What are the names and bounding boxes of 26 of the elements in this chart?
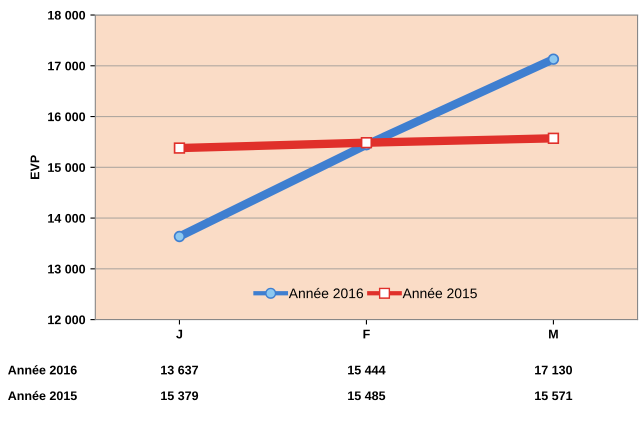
legend-label: Année 2016 — [288, 288, 364, 298]
data-label: 15 571 — [535, 391, 572, 400]
data-label: 15 485 — [348, 391, 386, 400]
y-tick-label: 17 000 — [48, 62, 86, 70]
x-tick-label: F — [363, 330, 370, 338]
text: Année 2015 — [8, 390, 77, 400]
y-axis-title: EVP — [30, 155, 40, 179]
y-tick-label: 15 000 — [48, 163, 86, 172]
data-label: 15 444 — [348, 366, 386, 374]
y-tick-label: 13 000 — [48, 264, 86, 274]
point — [548, 53, 560, 65]
point — [360, 136, 372, 148]
text: Année 2016 — [8, 365, 77, 374]
x-tick-label: J — [176, 330, 182, 339]
y-tick-label: 14 000 — [48, 214, 86, 223]
point — [548, 132, 560, 144]
data-label: 17 130 — [535, 366, 572, 374]
point — [174, 230, 186, 242]
x-tick-label: M — [549, 330, 558, 338]
y-tick-label: 18 000 — [48, 10, 86, 20]
legend-label: Année 2015 — [402, 288, 477, 298]
y-tick-label: 16 000 — [48, 112, 86, 122]
data-label: 13 637 — [161, 366, 198, 374]
data-label: 15 379 — [161, 391, 198, 400]
point — [174, 142, 186, 154]
y-tick-label: 12 000 — [48, 315, 86, 324]
